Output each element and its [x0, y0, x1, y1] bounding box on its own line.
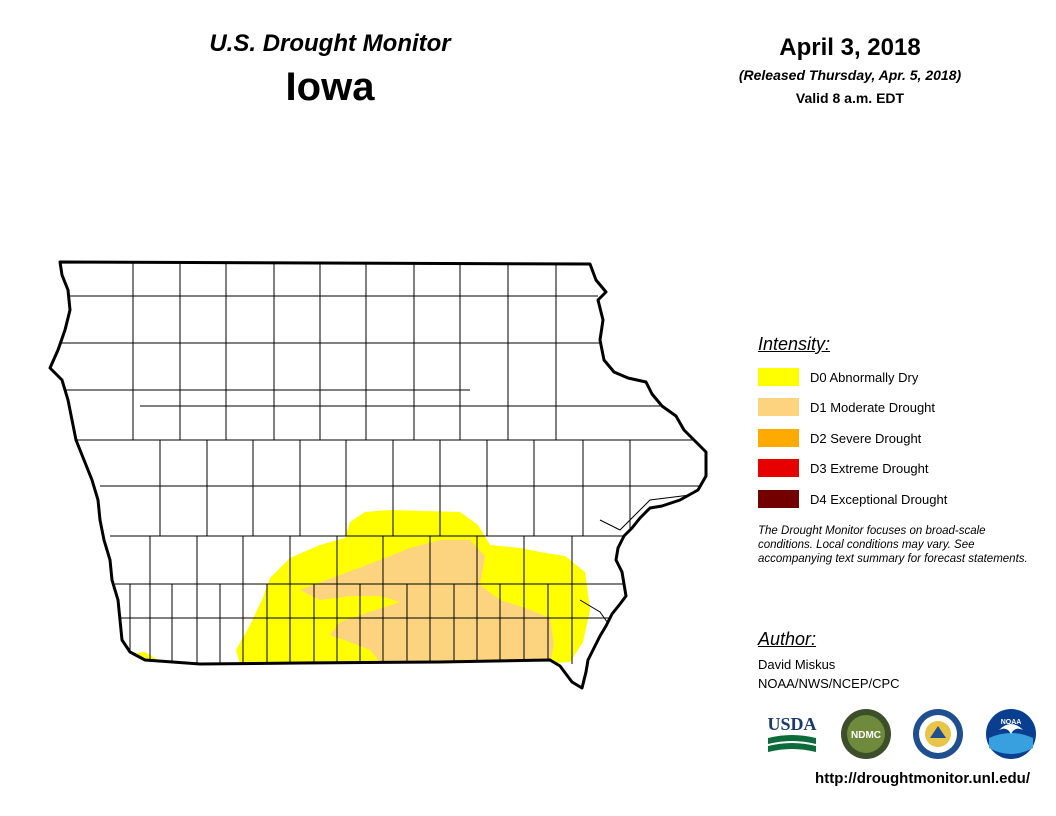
- legend-note: The Drought Monitor focuses on broad-sca…: [758, 525, 1028, 565]
- legend-title: Intensity:: [758, 334, 831, 354]
- iowa-state-border: [48, 260, 708, 690]
- ndmc-logo: NDMC: [840, 708, 892, 760]
- legend-item-d0: D0 Abnormally Dry: [758, 367, 918, 387]
- author-org: NOAA/NWS/NCEP/CPC: [758, 676, 900, 691]
- iowa-drought-map: [48, 260, 708, 690]
- legend-swatch-d3: [758, 459, 799, 477]
- legend-item-d1: D1 Moderate Drought: [758, 397, 935, 417]
- usda-logo-text: USDA: [767, 714, 816, 734]
- release-date: (Released Thursday, Apr. 5, 2018): [738, 67, 962, 83]
- legend-item-d3: D3 Extreme Drought: [758, 458, 929, 478]
- d1-moderate-drought-area: [300, 540, 554, 662]
- usda-logo: USDA: [766, 708, 818, 760]
- legend-swatch-d0: [758, 368, 799, 386]
- legend-item-d4: D4 Exceptional Drought: [758, 489, 947, 509]
- ndmc-logo-text: NDMC: [851, 730, 881, 741]
- map-header-title: U.S. Drought Monitor: [209, 30, 451, 57]
- state-name: Iowa: [285, 65, 375, 109]
- doc-seal-logo: [912, 708, 964, 760]
- legend-label-d2: D2 Severe Drought: [810, 430, 922, 446]
- noaa-logo-text: NOAA: [1001, 719, 1022, 726]
- legend-label-d4: D4 Exceptional Drought: [810, 491, 948, 507]
- legend-label-d1: D1 Moderate Drought: [810, 399, 936, 415]
- legend-swatch-d2: [758, 429, 799, 447]
- website-url[interactable]: http://droughtmonitor.unl.edu/: [815, 770, 1030, 787]
- author-title: Author:: [758, 629, 817, 649]
- author-name: David Miskus: [758, 657, 836, 672]
- legend-label-d0: D0 Abnormally Dry: [810, 369, 919, 385]
- noaa-logo: NOAA: [985, 708, 1037, 760]
- legend-swatch-d1: [758, 398, 799, 416]
- drought-areas: [128, 510, 590, 664]
- legend-item-d2: D2 Severe Drought: [758, 428, 921, 448]
- map-date: April 3, 2018: [779, 34, 921, 61]
- legend-label-d3: D3 Extreme Drought: [810, 460, 929, 476]
- valid-time: Valid 8 a.m. EDT: [795, 90, 905, 106]
- county-boundaries: [50, 262, 700, 664]
- legend-swatch-d4: [758, 490, 799, 508]
